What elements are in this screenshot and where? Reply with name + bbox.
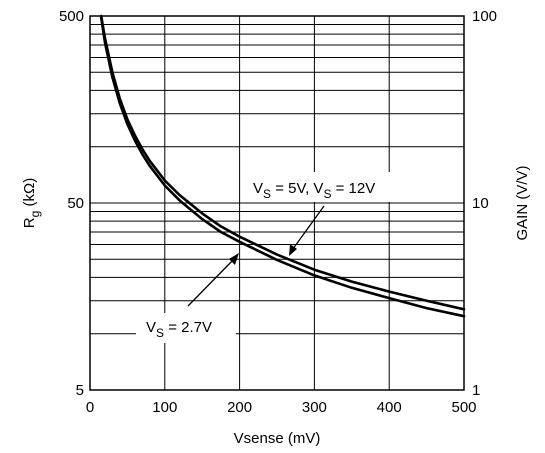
x-tick-label: 100 — [152, 399, 177, 416]
plot-frame — [89, 15, 465, 391]
x-tick-label: 200 — [227, 399, 252, 416]
annotation-arrowhead-2-7v — [229, 253, 239, 265]
x-tick-label: 0 — [86, 399, 94, 416]
annotation-arrowhead-5v-12v — [289, 244, 297, 256]
series-line-1 — [99, 14, 466, 311]
x-axis-label: Vsense (mV) — [234, 430, 321, 447]
y-tick-labels: 5 50 500 — [59, 8, 84, 399]
x-tick-label: 400 — [377, 399, 402, 416]
annotation-arrow-2-7v — [187, 256, 237, 307]
y-tick-label: 500 — [59, 8, 84, 25]
series-line-2 — [99, 16, 466, 318]
annotation-box-2-7v — [136, 313, 236, 343]
y2-tick-label: 100 — [472, 8, 497, 25]
x-tick-labels: 0 100 200 300 400 500 — [86, 399, 477, 416]
annotation-5v-12v: VS = 5V, VS = 12V — [253, 180, 375, 201]
x-tick-label: 300 — [302, 399, 327, 416]
y2-tick-labels: 1 10 100 — [472, 8, 497, 399]
x-tick-label: 500 — [451, 399, 476, 416]
y2-tick-label: 10 — [472, 195, 489, 212]
y-axis-label: Rg (kΩ) — [21, 178, 42, 228]
y-tick-label: 5 — [76, 382, 84, 399]
annotation-arrow-5v-12v — [289, 205, 325, 254]
annotation-2-7v: VS = 2.7V — [146, 319, 212, 340]
data-curves — [99, 14, 466, 318]
y2-axis-label: GAIN (V/V) — [514, 165, 531, 240]
y2-tick-label: 1 — [472, 382, 480, 399]
y-tick-label: 50 — [67, 195, 84, 212]
annotation-box-5v-12v — [242, 172, 420, 202]
